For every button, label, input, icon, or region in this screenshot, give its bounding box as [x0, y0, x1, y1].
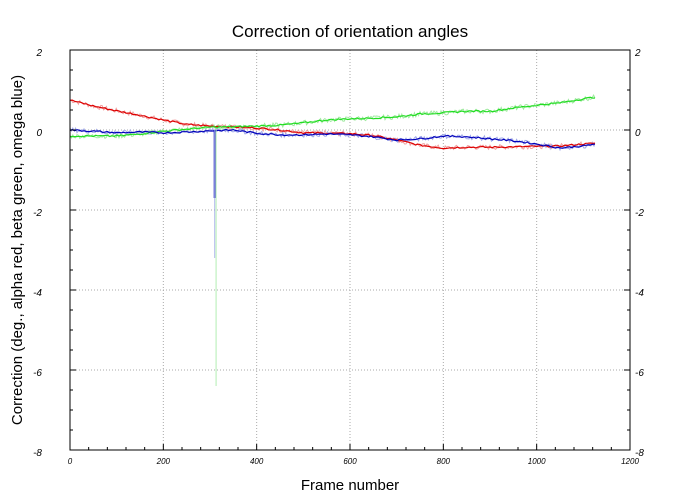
tick-labels: 0 200 400 600 800 1000 1200-8-6-4-202-8-6-4-20…: [33, 48, 644, 466]
y-tick-label-left: -4: [33, 288, 42, 299]
y-tick-label-left: -8: [33, 448, 42, 459]
axes: [69, 49, 631, 451]
series-beta-line: [69, 96, 596, 138]
y-tick-label-right: -2: [635, 208, 644, 219]
y-tick-label-right: -8: [635, 448, 644, 459]
y-axis-label: Correction (deg., alpha red, beta green,…: [9, 75, 26, 425]
y-tick-label-left: 0: [36, 128, 42, 139]
series-omega-line: [69, 128, 596, 149]
smoothed-series: [69, 96, 596, 150]
y-tick-label-right: 0: [635, 128, 641, 139]
chart-title: Correction of orientation angles: [232, 22, 468, 41]
y-tick-label-right: 2: [634, 48, 641, 59]
spike-marks: [213, 130, 217, 386]
y-tick-label-left: -6: [33, 368, 42, 379]
x-axis-label: Frame number: [301, 477, 399, 494]
y-tick-label-right: -6: [635, 368, 644, 379]
y-tick-label-right: -4: [635, 288, 644, 299]
x-tick-label: 0: [68, 457, 73, 466]
x-tick-label: 600: [343, 457, 357, 466]
y-tick-label-left: -2: [33, 208, 42, 219]
y-tick-label-left: 2: [35, 48, 42, 59]
x-tick-label: 1200: [621, 457, 639, 466]
series-alpha-line: [69, 99, 596, 150]
x-tick-label: 400: [250, 457, 264, 466]
x-tick-label: 1000: [528, 457, 546, 466]
x-tick-label: 800: [437, 457, 451, 466]
grid-lines: [70, 50, 630, 450]
x-tick-label: 200: [156, 457, 171, 466]
